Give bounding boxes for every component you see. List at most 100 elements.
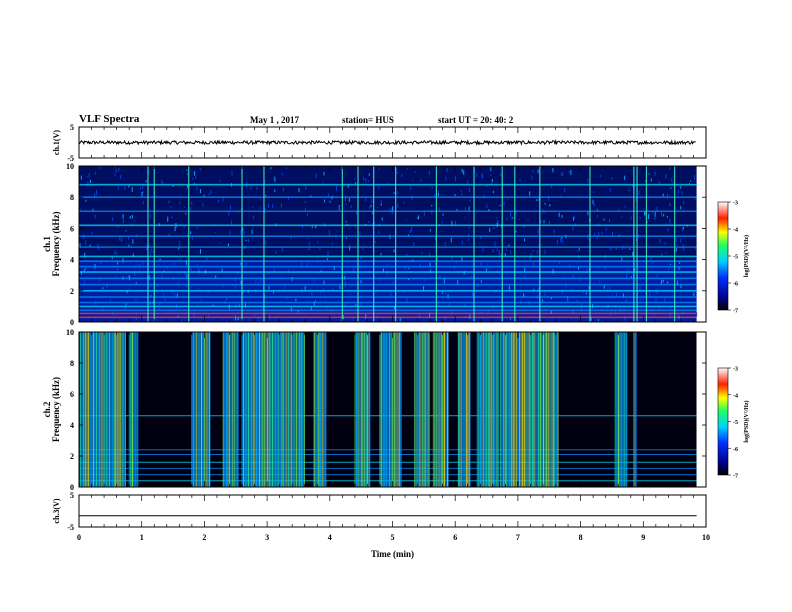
noise-speck: [451, 236, 453, 239]
noise-speck: [515, 295, 517, 301]
noise-speck: [639, 217, 641, 220]
noise-speck: [131, 187, 133, 193]
noise-speck: [132, 239, 134, 244]
noise-speck: [450, 310, 452, 315]
noise-speck: [455, 220, 457, 226]
noise-speck: [486, 185, 488, 188]
noise-speck: [151, 248, 153, 252]
noise-speck: [278, 291, 280, 293]
noise-speck: [386, 263, 388, 266]
y-tick-label: 8: [70, 193, 74, 202]
noise-speck: [648, 173, 650, 175]
noise-speck: [609, 286, 611, 291]
noise-speck: [680, 206, 682, 210]
emission-burst: [223, 332, 239, 487]
noise-speck: [179, 240, 181, 245]
noise-speck: [527, 219, 529, 221]
noise-speck: [390, 291, 392, 297]
noise-speck: [122, 214, 124, 219]
noise-speck: [570, 170, 572, 176]
noise-speck: [128, 287, 130, 291]
noise-speck: [469, 199, 471, 202]
spectrogram-empty: [696, 166, 706, 322]
noise-speck: [152, 250, 154, 253]
noise-speck: [306, 262, 308, 268]
noise-speck: [114, 173, 116, 177]
noise-speck: [363, 176, 365, 181]
noise-speck: [206, 257, 208, 261]
noise-speck: [191, 201, 193, 205]
noise-speck: [339, 319, 341, 321]
noise-speck: [418, 313, 420, 317]
noise-speck: [115, 275, 117, 278]
noise-speck: [242, 290, 244, 293]
noise-speck: [668, 267, 670, 271]
noise-speck: [180, 319, 182, 322]
noise-speck: [485, 268, 487, 272]
noise-speck: [141, 191, 143, 197]
noise-speck: [158, 308, 160, 311]
noise-speck: [438, 190, 440, 193]
noise-speck: [496, 248, 498, 252]
noise-speck: [135, 298, 137, 302]
y-tick-label: 5: [70, 491, 74, 500]
noise-speck: [401, 173, 403, 178]
noise-speck: [564, 187, 566, 192]
noise-speck: [174, 292, 176, 298]
noise-speck: [562, 289, 564, 295]
noise-speck: [84, 280, 86, 285]
noise-speck: [480, 236, 482, 239]
noise-speck: [101, 288, 103, 290]
noise-speck: [654, 217, 656, 219]
noise-speck: [355, 304, 357, 306]
noise-speck: [179, 258, 181, 261]
noise-speck: [376, 206, 378, 208]
noise-speck: [177, 281, 179, 285]
noise-speck: [572, 225, 574, 231]
noise-speck: [315, 225, 317, 229]
noise-speck: [559, 195, 561, 197]
noise-speck: [194, 170, 196, 176]
noise-speck: [488, 209, 490, 212]
noise-speck: [168, 200, 170, 203]
noise-speck: [249, 316, 251, 321]
y-tick-label: 10: [66, 162, 74, 171]
noise-speck: [132, 252, 134, 256]
noise-speck: [550, 310, 552, 314]
noise-speck: [494, 241, 496, 247]
noise-speck: [111, 257, 113, 260]
noise-speck: [306, 213, 308, 217]
noise-speck: [167, 217, 169, 222]
noise-speck: [420, 179, 422, 182]
noise-speck: [559, 261, 561, 264]
noise-speck: [472, 292, 474, 297]
noise-speck: [326, 258, 328, 260]
noise-speck: [574, 223, 576, 226]
y-tick-label: 6: [70, 224, 74, 233]
noise-speck: [265, 194, 267, 198]
noise-speck: [170, 206, 172, 209]
noise-speck: [644, 180, 646, 183]
noise-speck: [380, 199, 382, 203]
noise-speck: [135, 317, 137, 320]
noise-speck: [356, 211, 358, 216]
noise-speck: [648, 213, 650, 219]
noise-speck: [85, 240, 87, 245]
noise-speck: [463, 170, 465, 175]
noise-speck: [659, 238, 661, 243]
noise-speck: [605, 228, 607, 231]
noise-speck: [396, 172, 398, 174]
noise-speck: [87, 181, 89, 187]
noise-speck: [272, 204, 274, 209]
noise-speck: [587, 211, 589, 216]
noise-speck: [585, 221, 587, 223]
noise-speck: [523, 293, 525, 298]
noise-speck: [612, 231, 614, 236]
x-axis-label: Time (min): [371, 549, 414, 559]
noise-speck: [301, 262, 303, 268]
noise-speck: [313, 278, 315, 283]
noise-speck: [541, 299, 543, 303]
noise-speck: [246, 262, 248, 266]
noise-speck: [302, 225, 304, 229]
noise-speck: [519, 218, 521, 220]
